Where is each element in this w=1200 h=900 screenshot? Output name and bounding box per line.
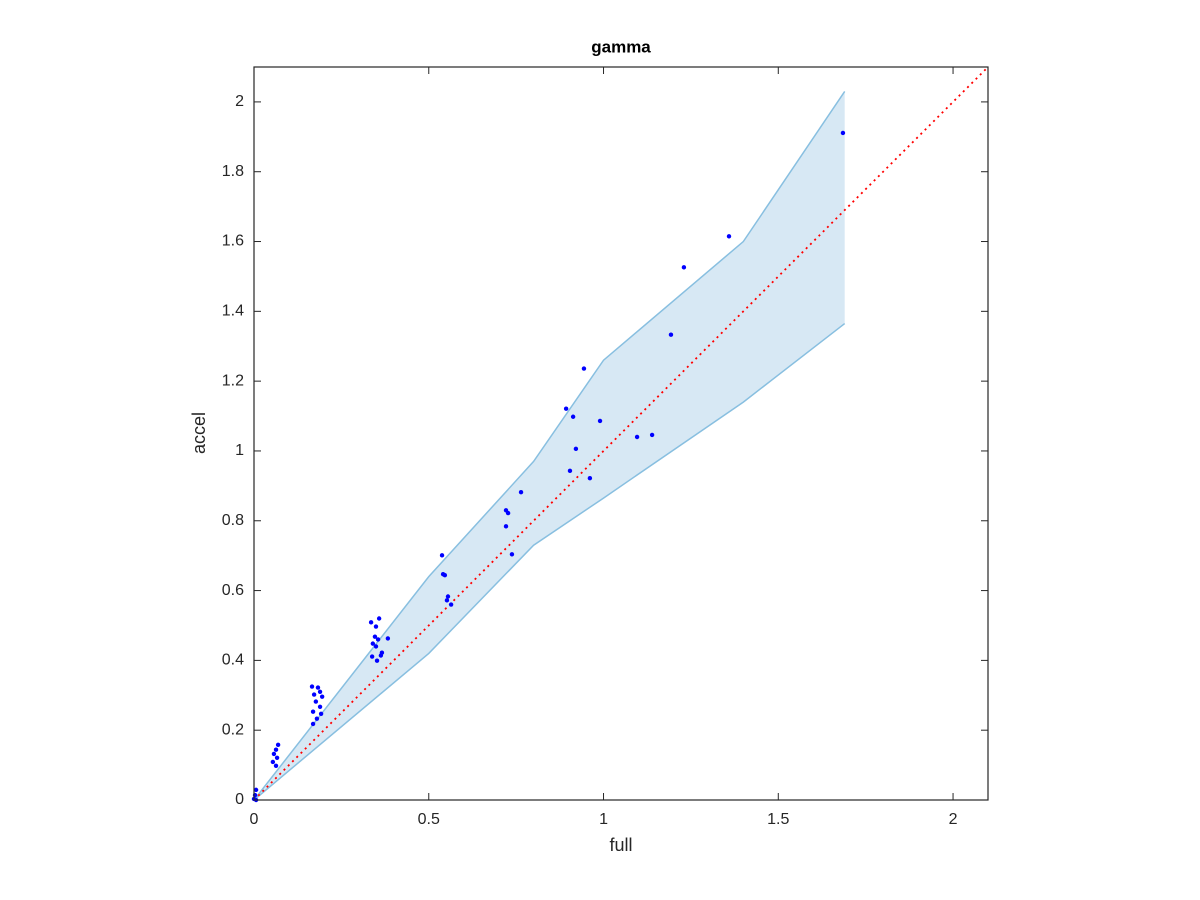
point [570, 414, 576, 419]
point [840, 130, 846, 136]
point [375, 637, 381, 642]
point [370, 641, 376, 646]
point [274, 755, 280, 760]
point [313, 699, 319, 704]
point [309, 684, 315, 689]
point [317, 689, 323, 694]
point [317, 704, 323, 710]
point [378, 653, 384, 658]
point [310, 709, 316, 714]
point [509, 552, 515, 557]
point [726, 234, 732, 239]
y-tick-label: 0.2 [222, 721, 244, 738]
point [439, 553, 445, 558]
reference-line [253, 66, 989, 801]
point [270, 759, 276, 765]
x-tick-label: 1 [599, 811, 608, 828]
point [310, 721, 316, 727]
y-tick-label: 2 [235, 93, 244, 110]
y-tick-label: 0.4 [222, 652, 244, 669]
x-axis-label: full [609, 835, 632, 855]
confidence-band [254, 91, 845, 800]
y-axis-label: accel [189, 412, 209, 454]
point [649, 432, 655, 438]
point [373, 624, 379, 629]
point [505, 510, 511, 516]
point [368, 620, 374, 625]
point [314, 716, 320, 721]
point [315, 685, 321, 690]
point [275, 742, 281, 748]
point [503, 524, 509, 529]
x-tick-label: 1.5 [767, 811, 789, 828]
x-tick-label: 2 [949, 811, 958, 828]
point [444, 598, 450, 603]
chart-title: gamma [591, 37, 651, 56]
point [271, 751, 277, 757]
point [518, 489, 524, 495]
y-tick-label: 1 [235, 442, 244, 459]
point [369, 654, 375, 659]
point [373, 644, 379, 649]
x-tick-label: 0.5 [418, 811, 440, 828]
point [581, 366, 587, 371]
axes-box [253, 66, 989, 801]
band-lower [253, 322, 846, 801]
point [311, 692, 317, 697]
point [385, 636, 391, 641]
y-tick-label: 0.6 [222, 582, 244, 599]
band-upper [253, 91, 846, 801]
point [563, 406, 569, 411]
point [372, 634, 378, 639]
point [681, 265, 687, 270]
point [318, 711, 324, 716]
point [374, 658, 380, 663]
point [319, 694, 325, 699]
point [587, 475, 593, 481]
x-tick-label: 0 [250, 811, 259, 828]
y-tick-label: 1.6 [222, 233, 244, 250]
y-tick-label: 0 [235, 791, 244, 808]
point [442, 573, 448, 578]
point [376, 616, 382, 621]
point [273, 747, 279, 752]
point [668, 332, 674, 337]
point [567, 468, 573, 474]
point [448, 602, 454, 607]
point [445, 594, 451, 599]
y-tick-label: 1.8 [222, 163, 244, 180]
point [597, 418, 603, 424]
y-tick-label: 1.4 [222, 303, 244, 320]
y-tick-label: 1.2 [222, 372, 244, 389]
point [253, 787, 259, 793]
point [634, 434, 640, 440]
y-tick-label: 0.8 [222, 512, 244, 529]
point [573, 446, 579, 452]
point [273, 763, 279, 768]
